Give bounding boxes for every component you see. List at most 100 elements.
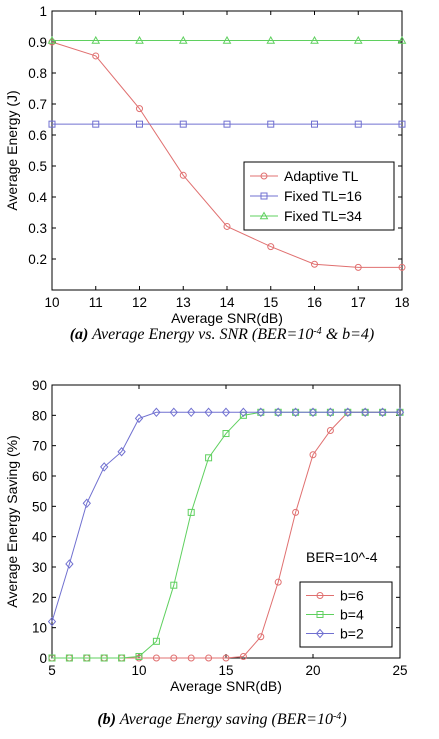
- data-point: [398, 263, 406, 271]
- chart-a: 10 11 12 13 14 15 16 17 18 0.2 0.3 0.4 0.5 0.6 0.7 0.8…: [4, 4, 410, 343]
- legend-marker: [316, 592, 324, 599]
- data-point: [223, 120, 231, 128]
- data-point: [134, 413, 144, 424]
- data-point: [291, 407, 300, 418]
- chart-b-x-tick-labels: 5 10 15 20 25: [48, 663, 407, 678]
- x-tick-label: 15: [263, 295, 278, 310]
- data-point: [343, 407, 352, 418]
- legend-label: b=2: [340, 626, 364, 642]
- data-point: [221, 407, 231, 418]
- data-point: [47, 616, 57, 627]
- y-tick-label: 50: [32, 499, 47, 514]
- chart-a-plot-area: [51, 10, 403, 291]
- data-point: [187, 407, 196, 418]
- x-tick-label: 17: [351, 295, 366, 310]
- data-point: [100, 462, 109, 472]
- data-point: [83, 654, 91, 662]
- series-adaptive-tl: [48, 38, 406, 271]
- data-point: [267, 120, 275, 128]
- chart-a-y-axis-label: Average Energy (J): [4, 90, 20, 210]
- data-point: [179, 171, 187, 179]
- legend-marker: [315, 628, 325, 639]
- chart-b-series: [47, 407, 405, 662]
- data-point: [136, 120, 143, 128]
- data-point: [91, 35, 101, 44]
- legend-label: Fixed TL=34: [284, 208, 362, 224]
- legend-marker: [260, 172, 268, 180]
- chart-b-annotation: BER=10^-4: [306, 549, 378, 565]
- data-point: [354, 120, 362, 128]
- data-point: [118, 654, 126, 662]
- legend-label: Fixed TL=16: [284, 188, 362, 204]
- y-tick-label: 1: [39, 4, 47, 19]
- chart-a-caption: (a) Average Energy vs. SNR (BER=10-4 & b…: [70, 326, 375, 344]
- series-line: [51, 41, 402, 268]
- legend-item: Adaptive TL: [250, 168, 359, 184]
- data-point: [204, 407, 213, 418]
- data-point: [205, 654, 213, 662]
- x-tick-label: 10: [44, 295, 59, 310]
- legend-item: b=2: [306, 626, 364, 642]
- data-point: [135, 35, 144, 44]
- y-tick-label: 0.8: [28, 66, 47, 81]
- data-point: [326, 407, 335, 418]
- y-tick-label: 0.7: [28, 97, 47, 112]
- chart-b: 5 10 15 20 25 0 10 20 30 40 50 60 70 80 90 Average SN…: [4, 378, 408, 728]
- x-tick-label: 11: [89, 295, 103, 310]
- y-tick-label: 0.5: [28, 159, 47, 174]
- chart-b-y-tick-labels: 0 10 20 30 40 50 60 70 80 90: [32, 378, 47, 666]
- chart-a-ticks: [51, 10, 403, 290]
- data-point: [48, 654, 56, 662]
- data-point: [311, 260, 318, 268]
- data-point: [222, 654, 230, 662]
- y-tick-label: 10: [32, 621, 47, 636]
- data-point: [311, 120, 318, 128]
- chart-b-caption-tail: ): [340, 711, 346, 728]
- legend-label: Adaptive TL: [284, 168, 359, 184]
- chart-a-caption-label: (a): [70, 326, 89, 343]
- data-point: [187, 508, 195, 516]
- x-tick-label: 14: [219, 295, 235, 310]
- data-point: [92, 120, 100, 128]
- y-tick-label: 0.3: [28, 221, 47, 236]
- legend-marker: [260, 192, 268, 200]
- x-tick-label: 10: [131, 663, 146, 678]
- data-point: [354, 263, 362, 271]
- data-point: [256, 407, 265, 418]
- data-point: [266, 35, 276, 44]
- legend-item: Fixed TL=34: [250, 208, 362, 224]
- x-tick-label: 25: [392, 663, 407, 678]
- chart-a-y-tick-labels: 0.2 0.3 0.4 0.5 0.6 0.7 0.8 0.9 1: [28, 4, 47, 267]
- data-point: [100, 654, 108, 662]
- data-point: [326, 427, 334, 434]
- data-point: [292, 508, 300, 516]
- legend-item: Fixed TL=16: [250, 188, 362, 204]
- data-point: [222, 430, 230, 438]
- y-tick-label: 90: [32, 378, 47, 393]
- data-point: [82, 498, 91, 509]
- chart-b-caption: (b) Average Energy saving (BER=10-4): [97, 711, 346, 729]
- legend-item: b=6: [306, 588, 364, 604]
- data-point: [152, 654, 160, 662]
- x-tick-label: 13: [176, 295, 191, 310]
- data-point: [353, 35, 363, 44]
- chart-a-caption-tail: & b=4): [322, 326, 375, 343]
- y-tick-label: 80: [32, 408, 47, 423]
- data-point: [205, 454, 213, 462]
- chart-b-caption-sup: -4: [333, 711, 341, 722]
- legend-label: b=4: [340, 607, 364, 623]
- data-point: [308, 407, 318, 418]
- data-point: [274, 407, 283, 418]
- y-tick-label: 0.9: [28, 35, 47, 50]
- x-tick-label: 5: [48, 663, 56, 678]
- y-tick-label: 0.2: [28, 252, 47, 267]
- x-tick-label: 15: [218, 663, 233, 678]
- data-point: [309, 451, 317, 459]
- y-tick-label: 20: [32, 590, 47, 605]
- data-point: [239, 652, 247, 660]
- legend-item: b=4: [306, 607, 364, 623]
- chart-a-caption-text: Average Energy vs. SNR (BER=10: [88, 326, 313, 343]
- chart-b-caption-label: (b): [97, 711, 116, 728]
- chart-a-series: [47, 35, 407, 271]
